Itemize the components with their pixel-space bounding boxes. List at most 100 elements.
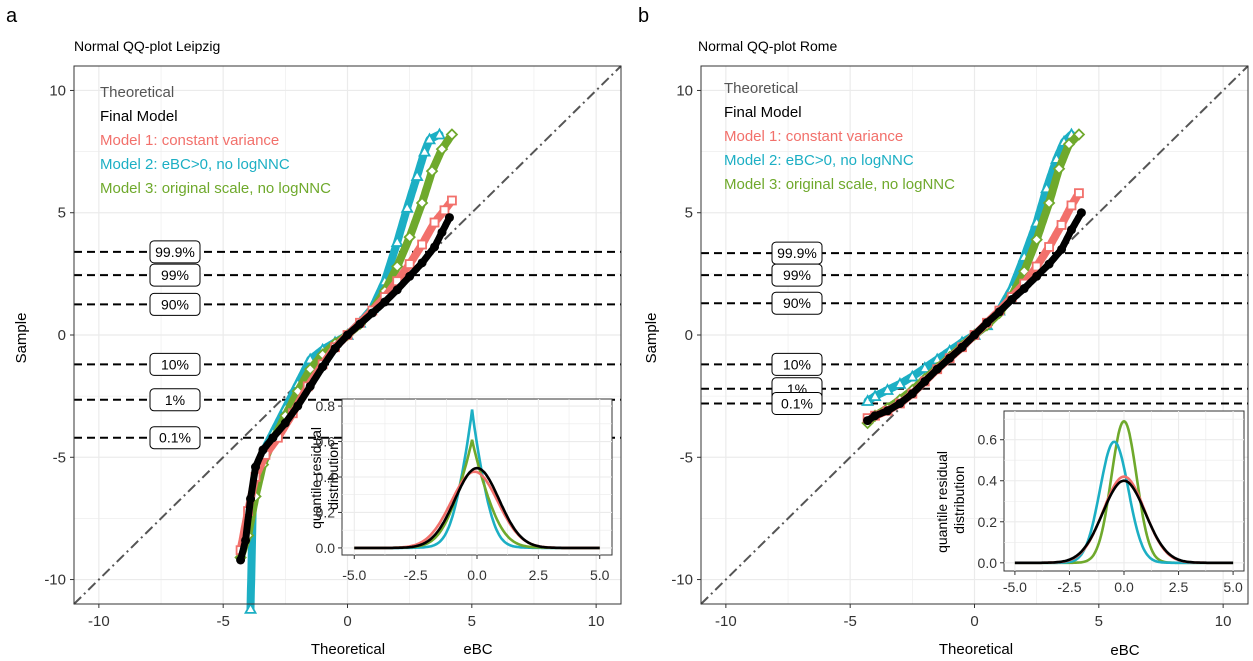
qq-points-b [861, 127, 1086, 430]
quantile-label-box [771, 352, 823, 376]
data-point [280, 418, 290, 428]
data-point [418, 144, 432, 157]
data-point [437, 227, 447, 237]
data-point [246, 494, 256, 504]
x-tick-label: 0 [343, 613, 351, 630]
data-point [1066, 200, 1077, 211]
data-point [1031, 261, 1042, 272]
data-point [367, 308, 377, 318]
quantile-label: 90% [149, 292, 201, 316]
data-point [236, 555, 246, 565]
data-point [863, 416, 873, 426]
data-point [425, 164, 439, 178]
x-tick-label: 10 [1215, 613, 1232, 630]
quantile-label-box [771, 391, 823, 415]
data-point [432, 127, 447, 140]
quantile-label: 99.9% [771, 241, 823, 265]
quantile-label-text: 99% [783, 267, 811, 283]
data-point [390, 260, 404, 273]
quantile-label-text: 90% [161, 296, 189, 312]
chart-title-a: Normal QQ-plot Leipzig [74, 38, 220, 54]
legend-final-model-b: Final Model [724, 104, 802, 121]
data-point [882, 406, 892, 416]
data-point [1044, 259, 1054, 269]
data-point [251, 462, 261, 472]
inset-x-tick-label: -5.0 [342, 567, 366, 583]
x-axis-label-a: Theoretical [311, 641, 385, 658]
data-point [415, 196, 429, 210]
x-tick-label: 5 [1095, 613, 1103, 630]
inset-x-tick-label: 2.5 [1169, 579, 1189, 595]
data-point [957, 342, 967, 352]
inset-x-tick-label: 5.0 [590, 567, 610, 583]
axis-ticks-a: -10 -5 0 5 10 -10 -5 0 5 10 [44, 82, 604, 630]
legend-model3-a: Model 3: original scale, no logNNC [100, 180, 331, 197]
x-tick-label: 0 [970, 613, 978, 630]
data-point [423, 132, 437, 145]
x-tick-label: -10 [715, 613, 737, 630]
quantile-label: 99.9% [149, 240, 201, 264]
x-axis-label-b: Theoretical [939, 641, 1013, 658]
inset-x-tick-label: 5.0 [1223, 579, 1243, 595]
inset-y-label-a-line1: quantile residual [308, 427, 324, 529]
inset-y-tick-label: 0.2 [316, 504, 336, 520]
legend-model2-a: Model 2: eBC>0, no logNNC [100, 156, 290, 173]
legend-final-model-a: Final Model [100, 108, 178, 125]
data-point [439, 205, 450, 216]
quantile-label: 99% [771, 263, 823, 287]
data-point [410, 169, 424, 181]
data-point [870, 411, 880, 421]
data-point [880, 383, 895, 395]
y-tick-label: 0 [685, 327, 693, 344]
y-tick-label: 5 [685, 205, 693, 222]
inset-x-tick-label: 2.5 [529, 567, 549, 583]
quantile-label-box [149, 426, 201, 450]
inset-y-label-b-line2: distribution [951, 466, 967, 534]
inset-y-tick-label: 0.0 [978, 555, 998, 571]
inset-y-tick-label: 0.4 [978, 473, 998, 489]
data-point [435, 142, 449, 156]
quantile-label-text: 99.9% [155, 244, 195, 260]
data-point [1052, 162, 1066, 175]
inset-y-tick-label: 0.0 [316, 540, 336, 556]
data-point [1072, 128, 1086, 141]
quantile-label-text: 99% [161, 267, 189, 283]
data-point [417, 239, 427, 250]
data-point [1032, 271, 1042, 281]
inset-x-tick-label: -2.5 [1057, 579, 1081, 595]
inset-b: eBC quantile residual distribution -5.0 -… [934, 410, 1245, 659]
quantile-label-text: 0.1% [159, 430, 191, 446]
inset-y-label-a: quantile residual distribution [308, 423, 341, 529]
data-point [293, 401, 303, 411]
quantile-label: 99% [149, 263, 201, 287]
inset-y-tick-label: 0.8 [316, 398, 336, 414]
data-point [907, 389, 917, 399]
series-final [236, 213, 454, 565]
inset-x-tick-label: -5.0 [1003, 579, 1027, 595]
quantile-label: 10% [149, 352, 201, 376]
legend-model2-b: Model 2: eBC>0, no logNNC [724, 152, 914, 169]
data-point [268, 433, 278, 443]
quantile-label: 0.1% [149, 426, 201, 450]
data-point [970, 330, 979, 340]
data-point [405, 271, 415, 281]
data-point [400, 200, 414, 213]
quantile-label-box [149, 292, 201, 316]
qq-points-a [234, 127, 459, 614]
data-point [303, 362, 317, 376]
inset-x-tick-label: 0.0 [467, 567, 487, 583]
quantile-label-text: 90% [783, 295, 811, 311]
y-tick-label: -10 [671, 572, 693, 589]
axis-ticks-b: -10 -5 0 5 10 -10 -5 0 5 10 [671, 82, 1231, 630]
quantile-label-box [771, 263, 823, 287]
data-point [318, 362, 328, 372]
x-tick-label: -5 [844, 613, 857, 630]
x-tick-label: 5 [468, 613, 476, 630]
x-tick-label: -10 [88, 613, 110, 630]
quantile-label: 0.1% [771, 391, 823, 415]
data-point [1042, 196, 1056, 210]
quantile-label-box [149, 263, 201, 287]
legend-model3-b: Model 3: original scale, no logNNC [724, 176, 955, 193]
data-point [945, 353, 955, 363]
